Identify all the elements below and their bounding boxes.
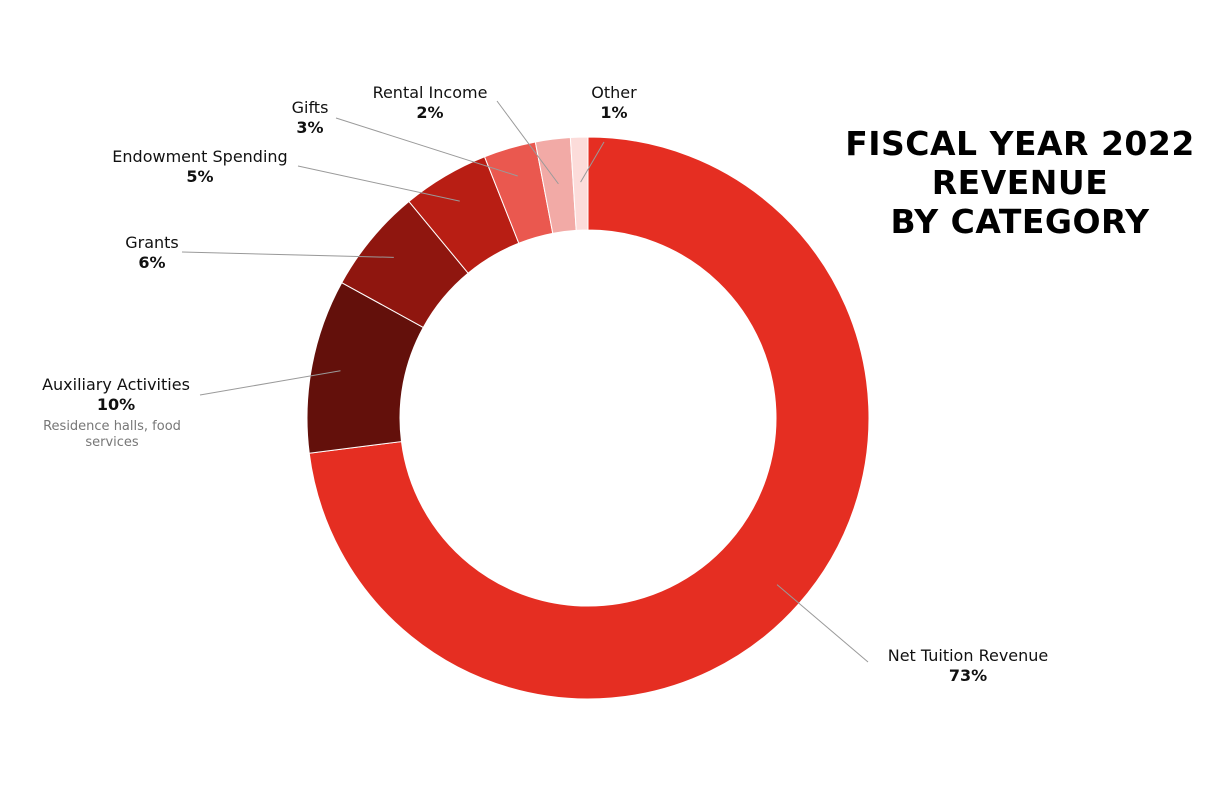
label-grants: Grants bbox=[125, 233, 179, 252]
label-endowment-spending: Endowment Spending bbox=[112, 147, 287, 166]
leader-line-rental-income bbox=[496, 100, 559, 185]
value-label-endowment-spending: 5% bbox=[186, 167, 213, 186]
leader-line-grants bbox=[181, 251, 394, 258]
note-auxiliary-activities-1: Residence halls, food bbox=[43, 419, 181, 434]
value-label-grants: 6% bbox=[138, 253, 165, 272]
leader-line-net-tuition-revenue bbox=[776, 584, 869, 663]
leader-line-gifts bbox=[335, 117, 518, 177]
value-label-rental-income: 2% bbox=[416, 103, 443, 122]
chart-title: FISCAL YEAR 2022 REVENUE BY CATEGORY bbox=[820, 124, 1205, 241]
leader-line-auxiliary-activities bbox=[199, 370, 341, 396]
value-label-other: 1% bbox=[600, 103, 627, 122]
leader-line-endowment-spending bbox=[297, 165, 460, 202]
label-auxiliary-activities: Auxiliary Activities bbox=[42, 375, 190, 394]
value-label-auxiliary-activities: 10% bbox=[97, 395, 135, 414]
value-label-net-tuition-revenue: 73% bbox=[949, 666, 987, 685]
leader-line-other bbox=[580, 141, 605, 183]
label-net-tuition-revenue: Net Tuition Revenue bbox=[888, 646, 1049, 665]
note-auxiliary-activities-2: services bbox=[85, 435, 139, 450]
label-gifts: Gifts bbox=[292, 98, 329, 117]
label-rental-income: Rental Income bbox=[373, 83, 488, 102]
value-label-gifts: 3% bbox=[296, 118, 323, 137]
chart-title-line-3: BY CATEGORY bbox=[890, 202, 1150, 241]
label-other: Other bbox=[591, 83, 637, 102]
leader-lines-layer bbox=[181, 100, 869, 663]
chart-title-line-2: REVENUE bbox=[931, 163, 1109, 202]
slice-net-tuition-revenue bbox=[308, 136, 870, 700]
slice-other bbox=[569, 136, 589, 231]
chart-title-line-1: FISCAL YEAR 2022 bbox=[845, 124, 1195, 163]
slices-layer bbox=[306, 136, 870, 700]
